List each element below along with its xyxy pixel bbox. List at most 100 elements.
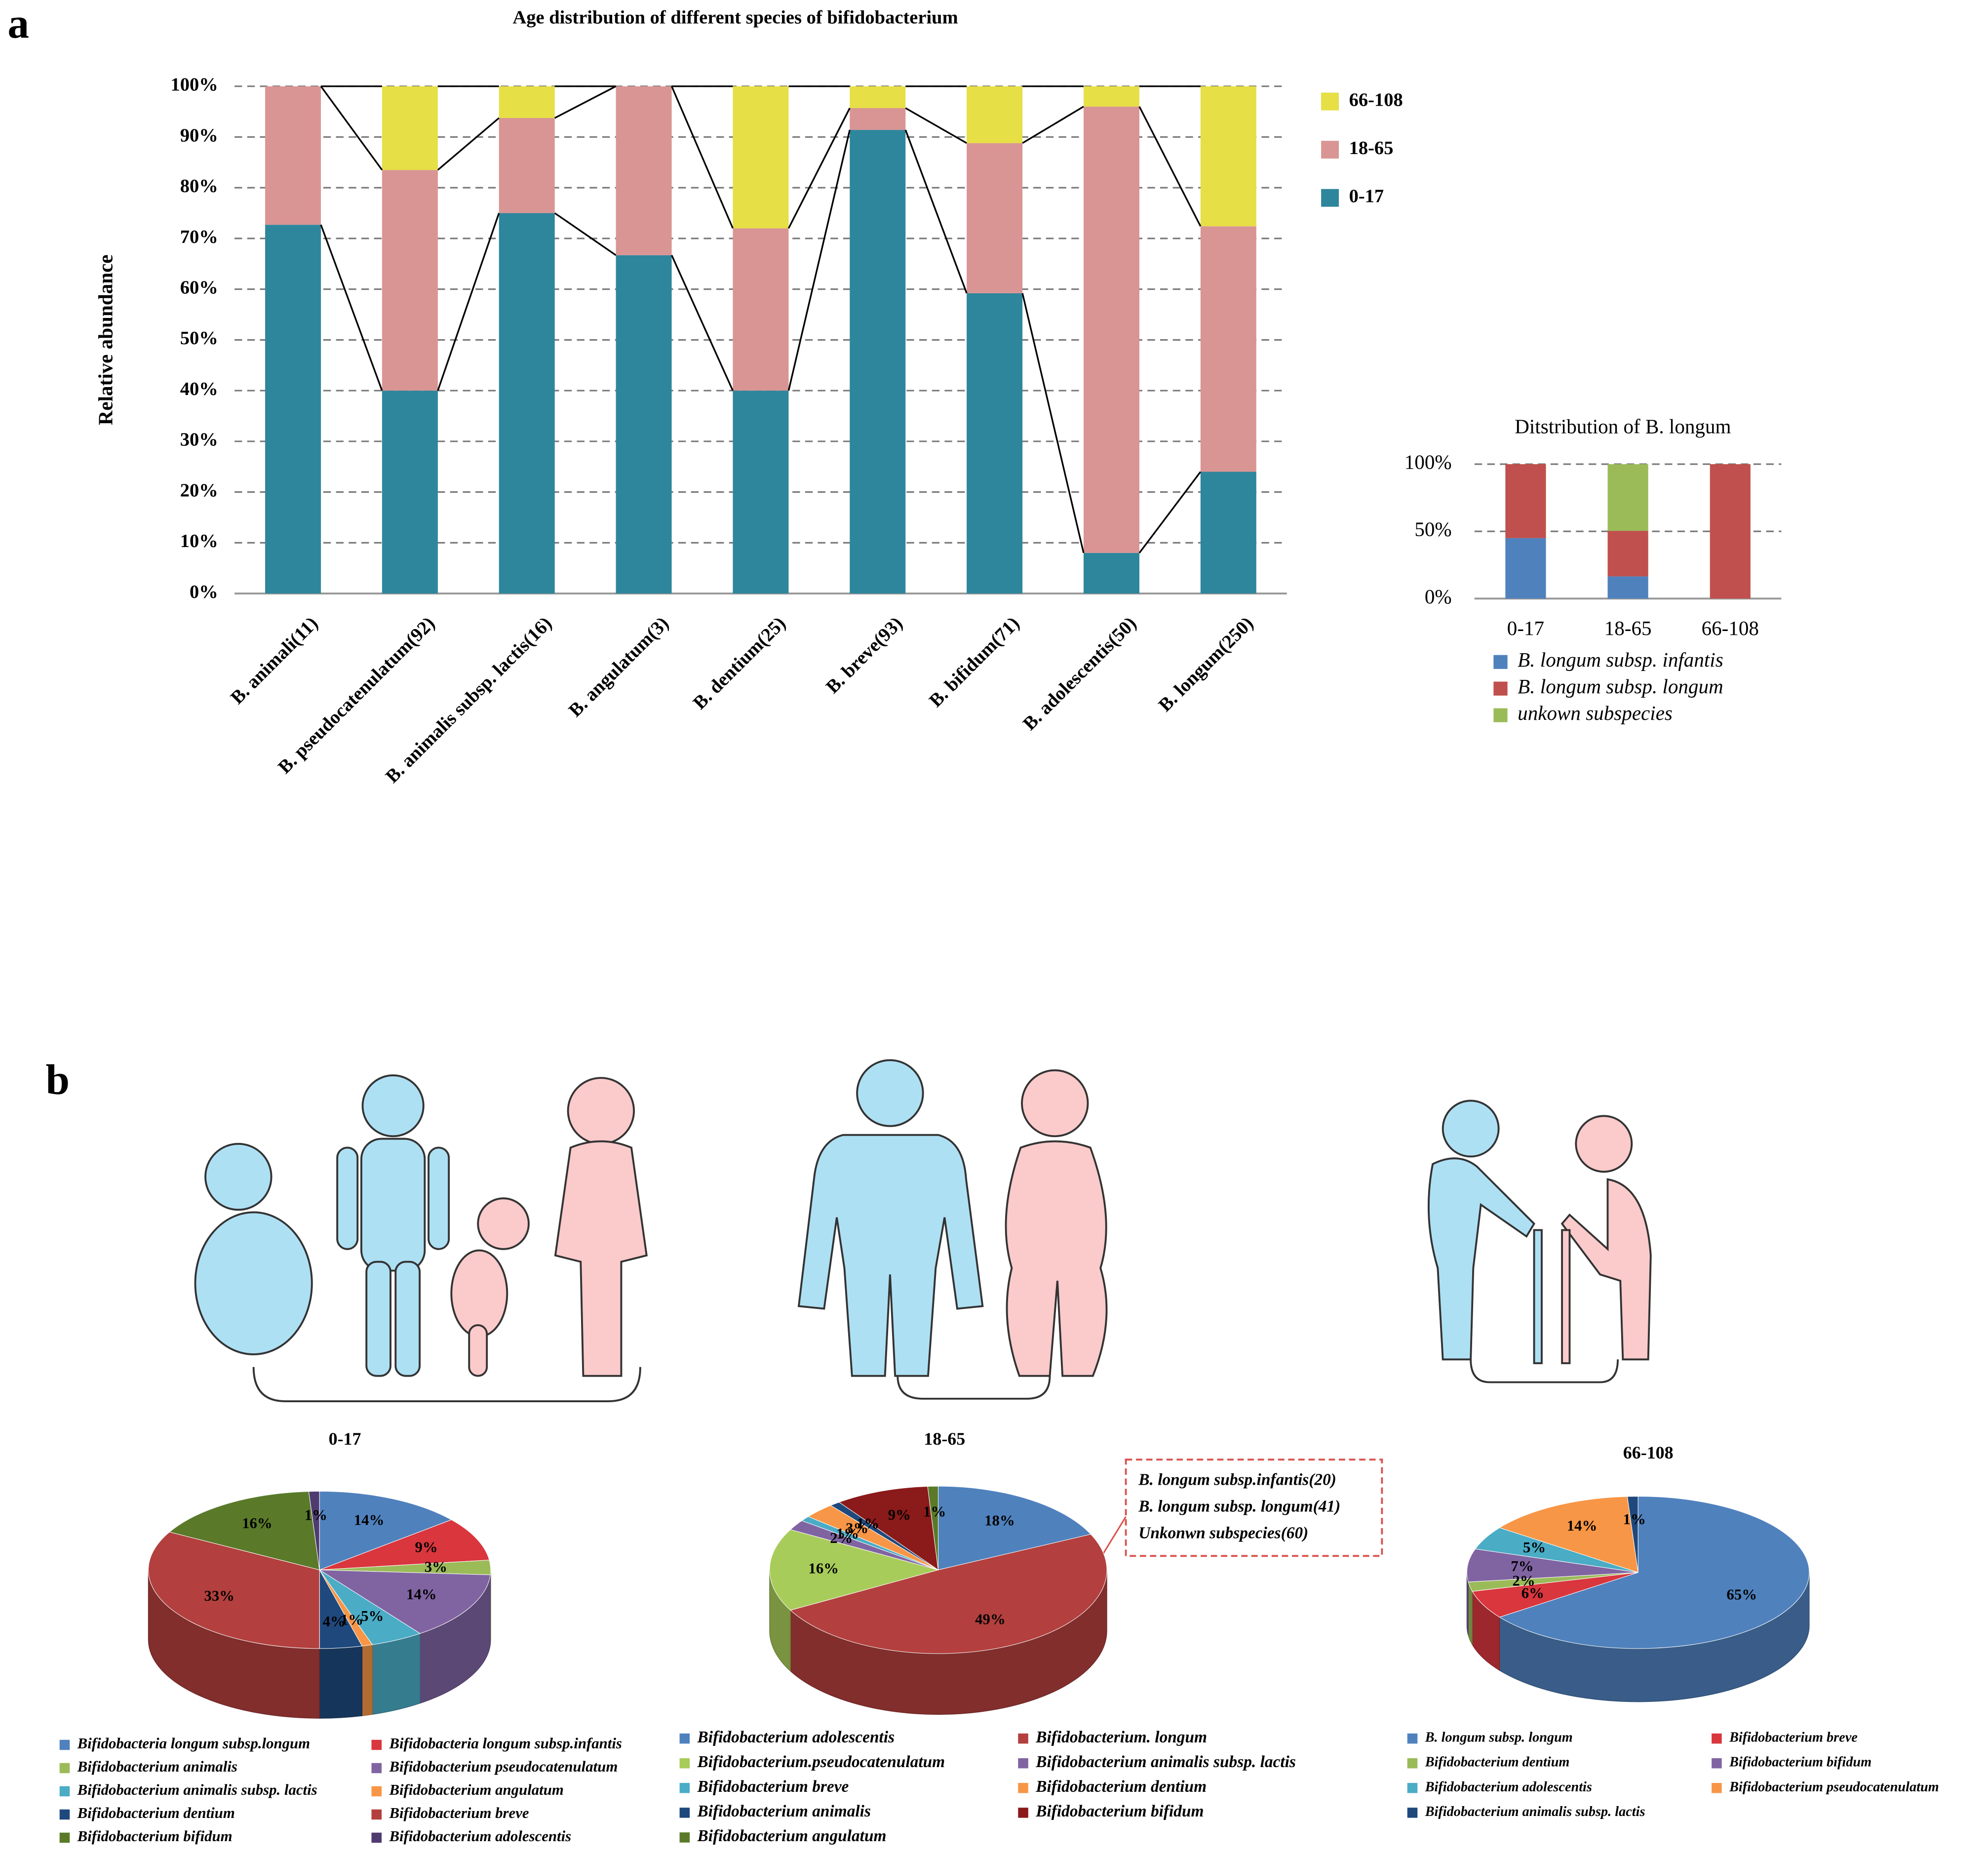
legend-swatch	[1493, 655, 1508, 669]
legend-swatch	[1321, 141, 1339, 159]
connector-line	[1021, 293, 1085, 553]
bar-segment	[967, 143, 1023, 293]
bar-segment	[382, 391, 438, 594]
pie-sides	[148, 1570, 491, 1719]
data-label: 7%	[1511, 1558, 1533, 1575]
legend-label: 66-108	[1349, 89, 1403, 110]
bar-segment	[733, 391, 789, 594]
legend-swatch	[1712, 1758, 1722, 1769]
data-label: 5%	[1523, 1539, 1546, 1556]
data-label: 1%	[836, 1525, 859, 1542]
pie-slice	[838, 1486, 939, 1571]
chart-title: 66-108	[1623, 1443, 1674, 1462]
pie-tops	[148, 1491, 491, 1649]
legend-swatch	[679, 1783, 690, 1793]
connector-line	[1138, 106, 1202, 227]
connector-line	[671, 86, 734, 229]
bar-segment	[265, 86, 321, 225]
legend-swatch	[679, 1733, 690, 1744]
panel-label: a	[7, 0, 29, 47]
pie-slice	[790, 1534, 1107, 1654]
pie-slice	[319, 1519, 490, 1571]
pie-slice	[937, 1486, 1091, 1571]
bar-segment	[1607, 576, 1648, 599]
legend-label: Bifidobacterium adolescentis	[389, 1828, 571, 1845]
legend-swatch	[1018, 1758, 1028, 1769]
legend-swatch	[59, 1739, 70, 1750]
bar-segment	[382, 86, 438, 170]
bar-segment	[1607, 464, 1648, 531]
pie-slice	[1472, 1572, 1638, 1617]
legend-swatch	[371, 1809, 382, 1820]
bar-segment	[616, 86, 672, 255]
y-tick-label: 40%	[180, 379, 218, 399]
x-tick-label: B. breve(93)	[822, 613, 906, 697]
bar-segment	[499, 118, 555, 213]
legend-label: Bifidobacterium animalis	[697, 1802, 871, 1820]
pie-side	[372, 1633, 421, 1715]
annotation: Unkonwn subspecies(60)	[1138, 1524, 1308, 1542]
pie-slice	[1466, 1548, 1638, 1582]
bar-segment	[1200, 472, 1256, 594]
legend-swatch	[679, 1832, 690, 1843]
annotation: B. longum subsp. longum(41)	[1138, 1497, 1340, 1515]
legend-swatch	[1407, 1733, 1418, 1744]
legend-swatch	[1018, 1783, 1028, 1793]
bar-segment	[850, 130, 906, 594]
chart-title: Age distribution of different species of…	[512, 7, 958, 28]
legend-swatch	[679, 1808, 690, 1818]
bar-segment	[967, 86, 1023, 143]
panel-label: b	[45, 1056, 70, 1104]
bar-segment	[967, 293, 1023, 594]
data-label: 1%	[923, 1503, 946, 1520]
data-label: 1%	[341, 1612, 363, 1628]
legend-swatch	[679, 1758, 690, 1769]
bar-segment	[382, 170, 438, 391]
legend-swatch	[1018, 1808, 1028, 1818]
bar-segment	[499, 86, 555, 118]
pie-side	[361, 1644, 373, 1716]
connector-line	[787, 108, 851, 229]
legend-label: Bifidobacterium bifidum	[1729, 1755, 1871, 1770]
y-tick-label: 100%	[170, 75, 218, 95]
pie-slice	[1627, 1496, 1638, 1573]
legend-swatch	[371, 1763, 382, 1774]
data-label: 3%	[846, 1520, 868, 1537]
legend-swatch	[1407, 1808, 1418, 1818]
connector-line	[437, 213, 500, 391]
y-tick-label: 100%	[1404, 451, 1452, 473]
y-tick-label: 80%	[180, 176, 218, 197]
legend-label: B. longum subsp. longum	[1518, 675, 1723, 698]
bar-segment	[1200, 86, 1256, 227]
legend-label: Bifidobacterium breve	[1729, 1730, 1858, 1745]
y-tick-label: 50%	[180, 328, 218, 349]
bar-segment	[499, 213, 555, 594]
y-tick-label: 0%	[190, 582, 218, 602]
x-tick-label: B. adolescentis(50)	[1019, 613, 1140, 734]
chart-title: 18-65	[924, 1429, 965, 1449]
bar-segment	[616, 255, 672, 594]
legend-swatch	[1712, 1783, 1722, 1793]
legend-label: Bifidobacteria longum subsp.infantis	[389, 1735, 622, 1752]
legend-swatch	[371, 1832, 382, 1843]
legend-label: Bifidobacterium pseudocatenulatum	[389, 1758, 618, 1775]
legend-label: Bifidobacterium animalis	[77, 1758, 237, 1775]
data-label: 9%	[415, 1539, 437, 1556]
legend-swatch	[1712, 1733, 1722, 1744]
bar-segment	[1607, 531, 1648, 577]
y-tick-label: 50%	[1414, 518, 1451, 541]
legend-label: Bifidobacterium bifidum	[1035, 1802, 1204, 1820]
legend-swatch	[371, 1739, 382, 1750]
pie-slice	[148, 1532, 320, 1649]
bar-segment	[265, 225, 321, 594]
legend-label: Bifidobacterium pseudocatenulatum	[1729, 1779, 1939, 1795]
data-label: 14%	[1567, 1517, 1598, 1534]
pie-side	[1468, 1581, 1473, 1646]
pie-slice	[769, 1529, 939, 1611]
x-tick-label: B. dentium(25)	[689, 613, 790, 713]
data-label: 16%	[242, 1515, 273, 1532]
x-tick-label: 66-108	[1702, 617, 1759, 639]
bar-segment	[1505, 464, 1546, 538]
bar-segment	[1083, 106, 1139, 553]
legend-label: unkown subspecies	[1518, 702, 1673, 724]
